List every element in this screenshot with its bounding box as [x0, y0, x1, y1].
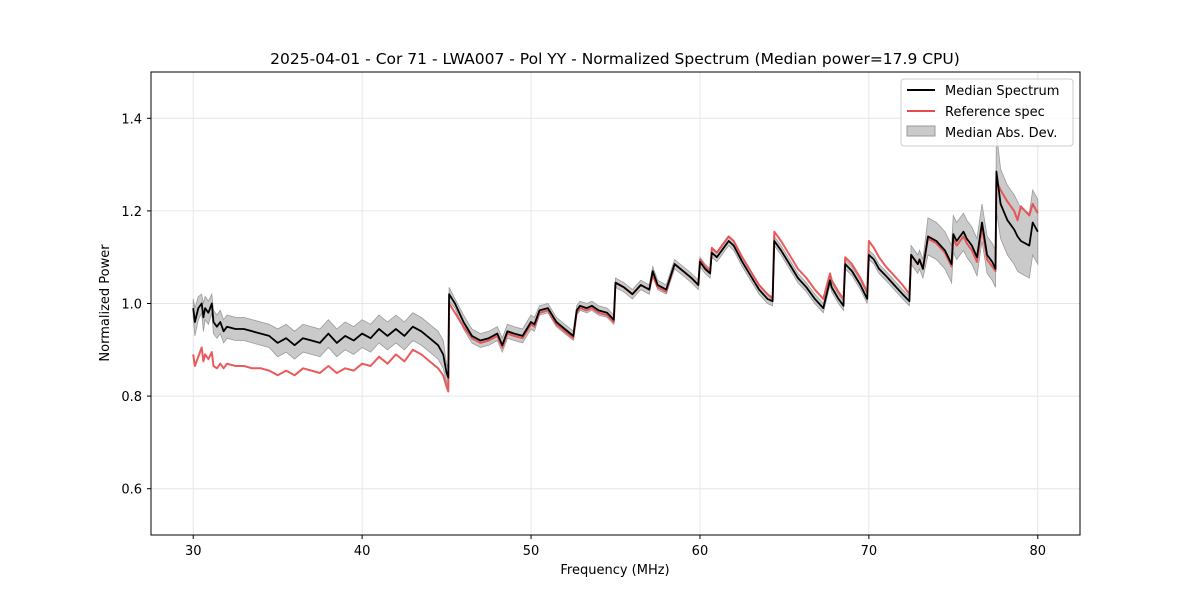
- legend: Median Spectrum Reference spec Median Ab…: [900, 78, 1074, 147]
- plot-area: [192, 132, 1039, 393]
- legend-mad-label: Median Abs. Dev.: [945, 126, 1057, 141]
- mad-band: [192, 132, 1039, 387]
- legend-mad-swatch: [906, 125, 936, 137]
- x-tick-label: 60: [692, 544, 709, 559]
- y-tick-label: 1.2: [121, 205, 142, 220]
- y-tick-label: 1.0: [121, 298, 142, 313]
- chart-title: 2025-04-01 - Cor 71 - LWA007 - Pol YY - …: [270, 50, 960, 68]
- x-tick-label: 80: [1029, 544, 1046, 559]
- y-axis-ticks: 0.6 0.8 1.0 1.2 1.4: [121, 112, 151, 498]
- y-tick-label: 0.6: [121, 483, 142, 498]
- y-tick-label: 0.8: [121, 390, 142, 405]
- x-tick-label: 50: [523, 544, 540, 559]
- legend-median-label: Median Spectrum: [945, 84, 1059, 99]
- x-axis-label: Frequency (MHz): [560, 563, 669, 578]
- y-tick-label: 1.4: [121, 112, 142, 127]
- legend-reference-label: Reference spec: [945, 105, 1045, 120]
- y-axis-label: Normalized Power: [98, 244, 113, 362]
- x-tick-label: 70: [861, 544, 878, 559]
- x-axis-ticks: 30 40 50 60 70 80: [185, 535, 1046, 559]
- legend-box: [900, 78, 1074, 147]
- x-tick-label: 40: [354, 544, 371, 559]
- x-tick-label: 30: [185, 544, 202, 559]
- median-spectrum-line: [192, 170, 1039, 379]
